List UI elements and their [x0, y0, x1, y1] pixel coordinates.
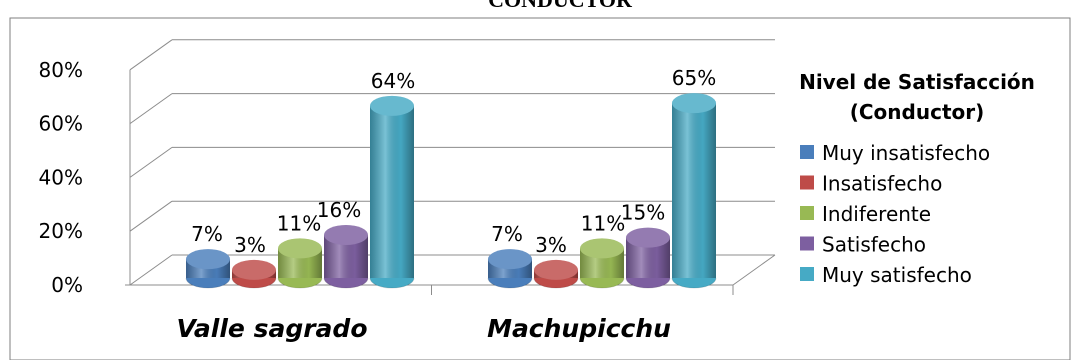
legend-swatch	[800, 267, 814, 281]
chart-frame	[9, 17, 1071, 360]
legend-title-line2: (Conductor)	[850, 100, 985, 124]
y-axis-ticks: 0% 20% 40% 60% 80%	[39, 58, 83, 297]
legend-label: Satisfecho	[822, 233, 926, 257]
legend-item: Insatisfecho	[800, 172, 942, 196]
data-label: 7%	[491, 222, 523, 246]
legend-label: Muy satisfecho	[822, 263, 972, 287]
bar	[185, 249, 231, 289]
y-tick-label: 0%	[51, 273, 83, 297]
legend-label: Indiferente	[822, 202, 931, 226]
data-label: 7%	[191, 222, 223, 246]
data-label: 3%	[535, 233, 567, 257]
bar	[231, 259, 277, 289]
y-tick-label: 60%	[39, 112, 83, 136]
data-label: 11%	[581, 211, 625, 235]
data-labels: 7% 3%11%16%64%7% 3%11%15%65%	[191, 66, 716, 257]
legend: Nivel de Satisfacción (Conductor) Muy in…	[799, 70, 1035, 287]
legend-swatch	[800, 145, 814, 159]
bar	[369, 95, 415, 289]
legend-title-line1: Nivel de Satisfacción	[799, 70, 1035, 94]
data-label: 16%	[317, 198, 361, 222]
legend-label: Insatisfecho	[822, 172, 942, 196]
data-label: 15%	[621, 201, 665, 225]
category-label: Machupicchu	[487, 314, 671, 343]
bar	[487, 249, 533, 289]
legend-swatch	[800, 206, 814, 220]
category-labels: Valle sagrado Machupicchu	[177, 314, 672, 343]
legend-item: Indiferente	[800, 202, 931, 226]
legend-item: Muy satisfecho	[800, 263, 972, 287]
bars	[185, 93, 717, 289]
data-label: 11%	[277, 211, 321, 235]
y-tick-label: 80%	[39, 58, 83, 82]
legend-item: Satisfecho	[800, 233, 926, 257]
bar	[533, 259, 579, 289]
legend-swatch	[800, 236, 814, 251]
y-tick-label: 40%	[39, 165, 83, 189]
category-label: Valle sagrado	[177, 314, 368, 343]
legend-label: Muy insatisfecho	[822, 141, 990, 165]
bar	[323, 224, 369, 289]
bar	[625, 227, 671, 289]
legend-item: Muy insatisfecho	[800, 141, 990, 165]
bar	[579, 238, 625, 289]
data-label: 64%	[371, 69, 415, 93]
bar	[277, 238, 323, 289]
chart-title: CONDUCTOR	[488, 0, 633, 12]
y-tick-label: 20%	[39, 219, 83, 243]
data-label: 65%	[672, 66, 716, 90]
bar	[671, 93, 717, 289]
data-label: 3%	[234, 233, 266, 257]
legend-swatch	[800, 175, 814, 190]
